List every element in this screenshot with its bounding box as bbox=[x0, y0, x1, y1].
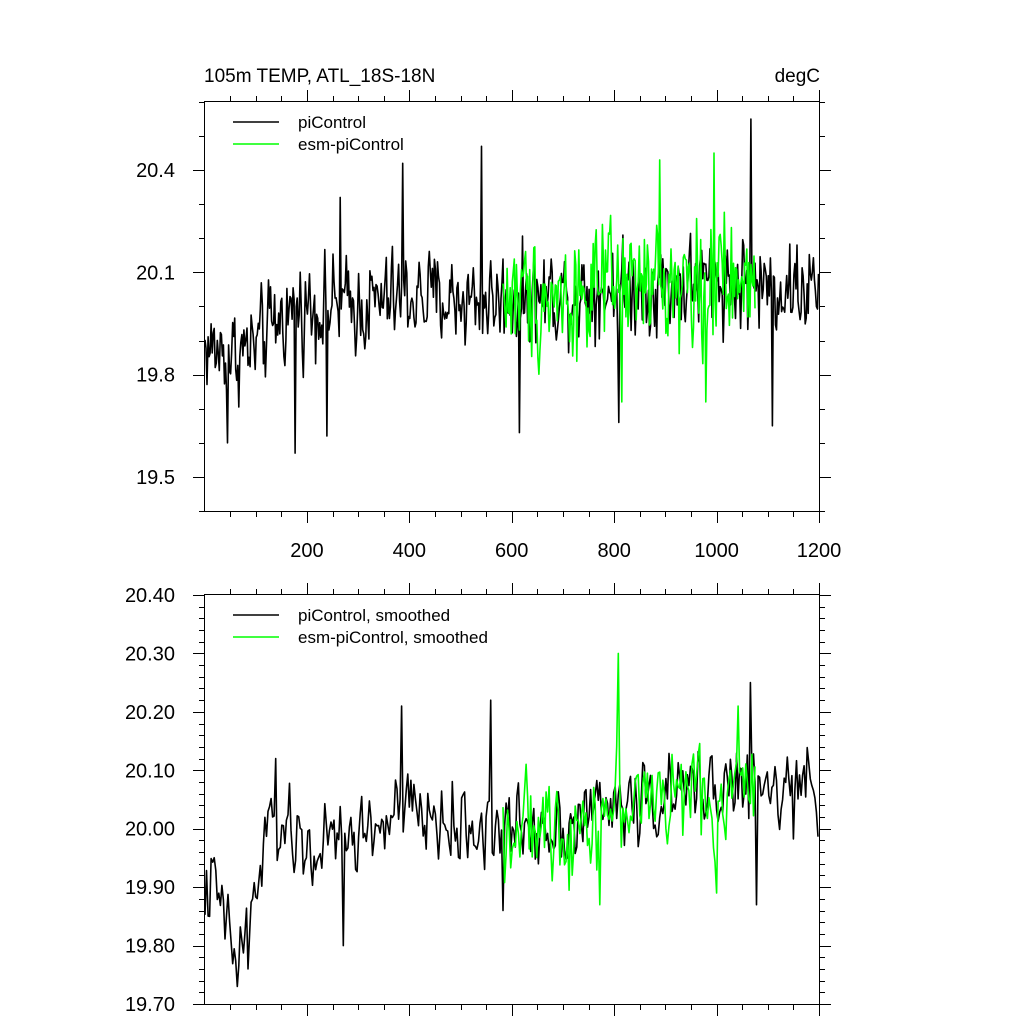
top-legend-label-picontrol: piControl bbox=[298, 113, 366, 132]
top-y-tick-label: 20.4 bbox=[136, 160, 175, 182]
top-x-tick-label: 800 bbox=[597, 540, 630, 562]
bottom-series-line-picontrol bbox=[204, 681, 819, 988]
top-panel-units: degC bbox=[775, 66, 820, 87]
bottom-panel-tick-label-group: 19.70 19.80 19.90 20.00 20.10 20.20 20.30 20.40 bbox=[125, 585, 175, 1016]
top-x-tick-label: 600 bbox=[495, 540, 528, 562]
top-y-tick-label: 19.8 bbox=[136, 365, 175, 387]
top-x-tick-label: 1000 bbox=[694, 540, 739, 562]
bottom-panel-legend: piControl, smoothed esm-piControl, smooth… bbox=[233, 606, 488, 647]
top-series-line-esm-picontrol bbox=[502, 152, 756, 403]
top-panel-frame bbox=[204, 101, 820, 512]
bottom-y-tick-label: 19.70 bbox=[125, 994, 175, 1016]
bottom-y-tick-label: 20.20 bbox=[125, 702, 175, 724]
top-panel-series-group bbox=[204, 118, 820, 454]
top-panel-tick-label-group: 19.5 19.8 20.1 20.4 200 400 600 800 1000 1200 bbox=[136, 160, 841, 562]
top-panel: 105m TEMP, ATL_18S-18N degC 19.5 19.8 20.1… bbox=[136, 66, 841, 562]
bottom-y-tick-label: 20.40 bbox=[125, 585, 175, 607]
top-x-tick-label: 400 bbox=[393, 540, 426, 562]
bottom-y-tick-label: 20.00 bbox=[125, 819, 175, 841]
top-panel-legend: piControl esm-piControl bbox=[233, 113, 404, 154]
bottom-y-tick-label: 19.80 bbox=[125, 936, 175, 958]
bottom-series-line-esm-picontrol bbox=[502, 652, 756, 906]
bottom-panel: 19.70 19.80 19.90 20.00 20.10 20.20 20.30 20.40… bbox=[125, 583, 831, 1016]
top-x-tick-label: 1200 bbox=[797, 540, 842, 562]
top-panel-tick-group bbox=[193, 90, 831, 523]
top-panel-title: 105m TEMP, ATL_18S-18N bbox=[204, 66, 435, 87]
bottom-y-tick-label: 19.90 bbox=[125, 877, 175, 899]
bottom-legend-label-esm-picontrol: esm-piControl, smoothed bbox=[298, 628, 488, 647]
top-x-tick-label: 200 bbox=[290, 540, 323, 562]
bottom-y-tick-label: 20.10 bbox=[125, 760, 175, 782]
bottom-panel-series-group bbox=[204, 652, 819, 988]
top-legend-label-esm-picontrol: esm-piControl bbox=[298, 135, 404, 154]
bottom-legend-label-picontrol: piControl, smoothed bbox=[298, 606, 450, 625]
top-y-tick-label: 20.1 bbox=[136, 262, 175, 284]
bottom-panel-frame bbox=[204, 594, 820, 1005]
top-y-tick-label: 19.5 bbox=[136, 467, 175, 489]
bottom-y-tick-label: 20.30 bbox=[125, 643, 175, 665]
